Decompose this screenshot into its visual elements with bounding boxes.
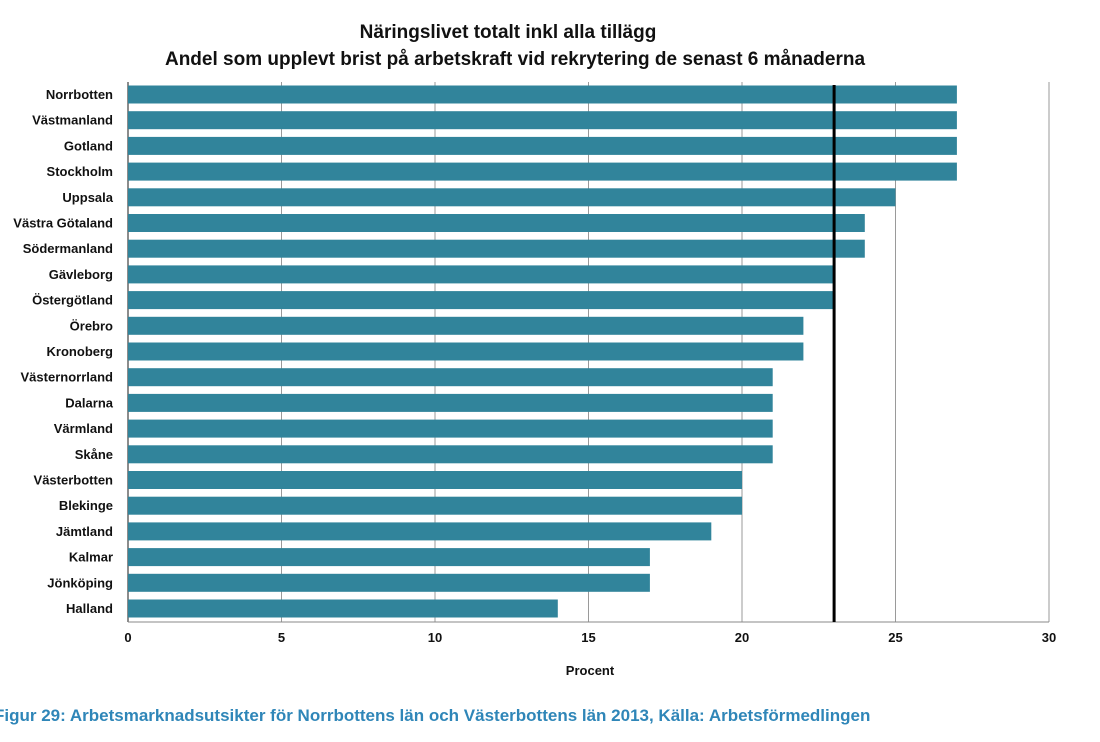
bar [128,162,957,181]
x-tick-labels: 0 5 10 15 20 25 30 [124,630,1056,645]
bar [128,85,957,104]
category-label: Södermanland [23,241,113,256]
category-label: Halland [66,601,113,616]
category-label: Jönköping [47,575,113,590]
category-label: Västra Götaland [13,216,113,231]
category-label: Kalmar [69,550,113,565]
category-label: Västmanland [32,113,113,128]
category-label: Västerbotten [34,473,114,488]
bar [128,214,865,232]
x-tick-label: 25 [888,630,902,645]
chart-title: Näringslivet totalt inkl alla tillägg [360,22,657,43]
bar [128,573,650,592]
category-labels: Norrbotten Västmanland Gotland Stockholm Upp… [13,87,113,616]
category-label: Uppsala [62,190,113,205]
bar [128,393,773,412]
x-tick-label: 0 [124,630,131,645]
category-label: Västernorrland [21,370,114,385]
category-label: Östergötland [32,293,113,308]
x-tick-label: 10 [428,630,442,645]
bar [128,291,835,310]
bar [128,496,742,515]
x-tick-label: 15 [581,630,595,645]
x-tick-label: 20 [735,630,749,645]
bar [128,599,558,618]
category-label: Dalarna [65,395,113,410]
bar [128,265,835,284]
category-label: Gävleborg [49,267,113,282]
x-axis-label: Procent [566,663,615,678]
bar [128,548,650,567]
x-tick-label: 5 [278,630,285,645]
x-tick-label: 30 [1042,630,1056,645]
figure-caption: Figur 29: Arbetsmarknadsutsikter för Nor… [0,706,871,725]
category-label: Örebro [70,318,113,333]
bar [128,316,804,335]
bar [128,188,896,207]
category-label: Norrbotten [46,87,113,102]
category-label: Blekinge [59,498,113,513]
category-label: Stockholm [47,164,113,179]
bar [128,239,865,258]
category-label: Skåne [75,447,113,462]
category-label: Jämtland [56,524,113,539]
category-label: Kronoberg [47,344,114,359]
bar [128,368,773,387]
bar [128,445,773,464]
bar [128,342,804,361]
chart-subtitle: Andel som upplevt brist på arbetskraft v… [165,49,865,70]
bar [128,522,712,541]
bar [128,419,773,438]
category-label: Gotland [64,138,113,153]
bar [128,136,957,155]
bar [128,111,957,130]
bars [128,85,957,618]
category-label: Värmland [54,421,113,436]
bar [128,471,742,489]
